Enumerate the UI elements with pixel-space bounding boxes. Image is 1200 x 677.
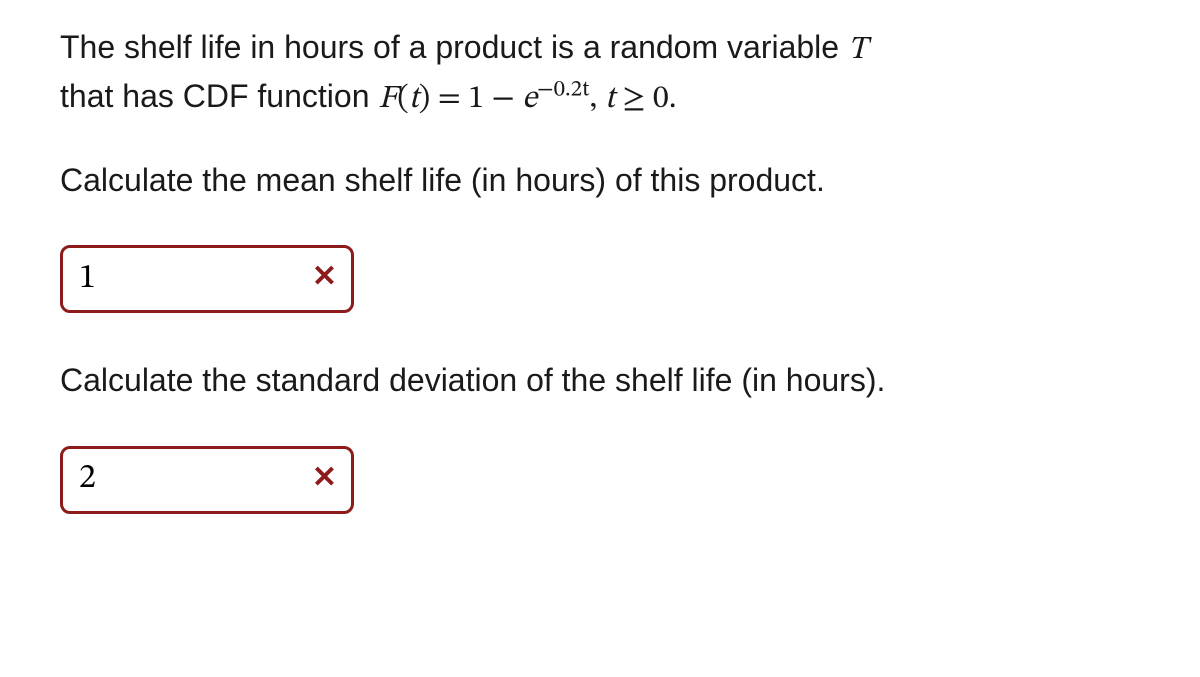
answer-input-2[interactable]: 2 ✕	[60, 446, 354, 514]
answer-value-2: 2	[79, 455, 304, 504]
answer-value-1: 1	[79, 255, 304, 304]
answer-input-1[interactable]: 1 ✕	[60, 245, 354, 313]
wrong-icon: ✕	[312, 465, 337, 495]
intro-text-1: The shelf life in hours of a product is …	[60, 29, 848, 65]
wrong-icon: ✕	[312, 264, 337, 294]
problem-statement: The shelf life in hours of a product is …	[60, 24, 1150, 123]
intro-text-2: that has CDF function	[60, 78, 378, 114]
var-T: T	[848, 34, 867, 66]
question-1: Calculate the mean shelf life (in hours)…	[60, 157, 1150, 203]
exponent: −0.2t	[537, 79, 589, 102]
cdf-expression: F(t) = 1 − e−0.2t, t ≥ 0.	[378, 83, 676, 115]
question-2: Calculate the standard deviation of the …	[60, 357, 1150, 403]
